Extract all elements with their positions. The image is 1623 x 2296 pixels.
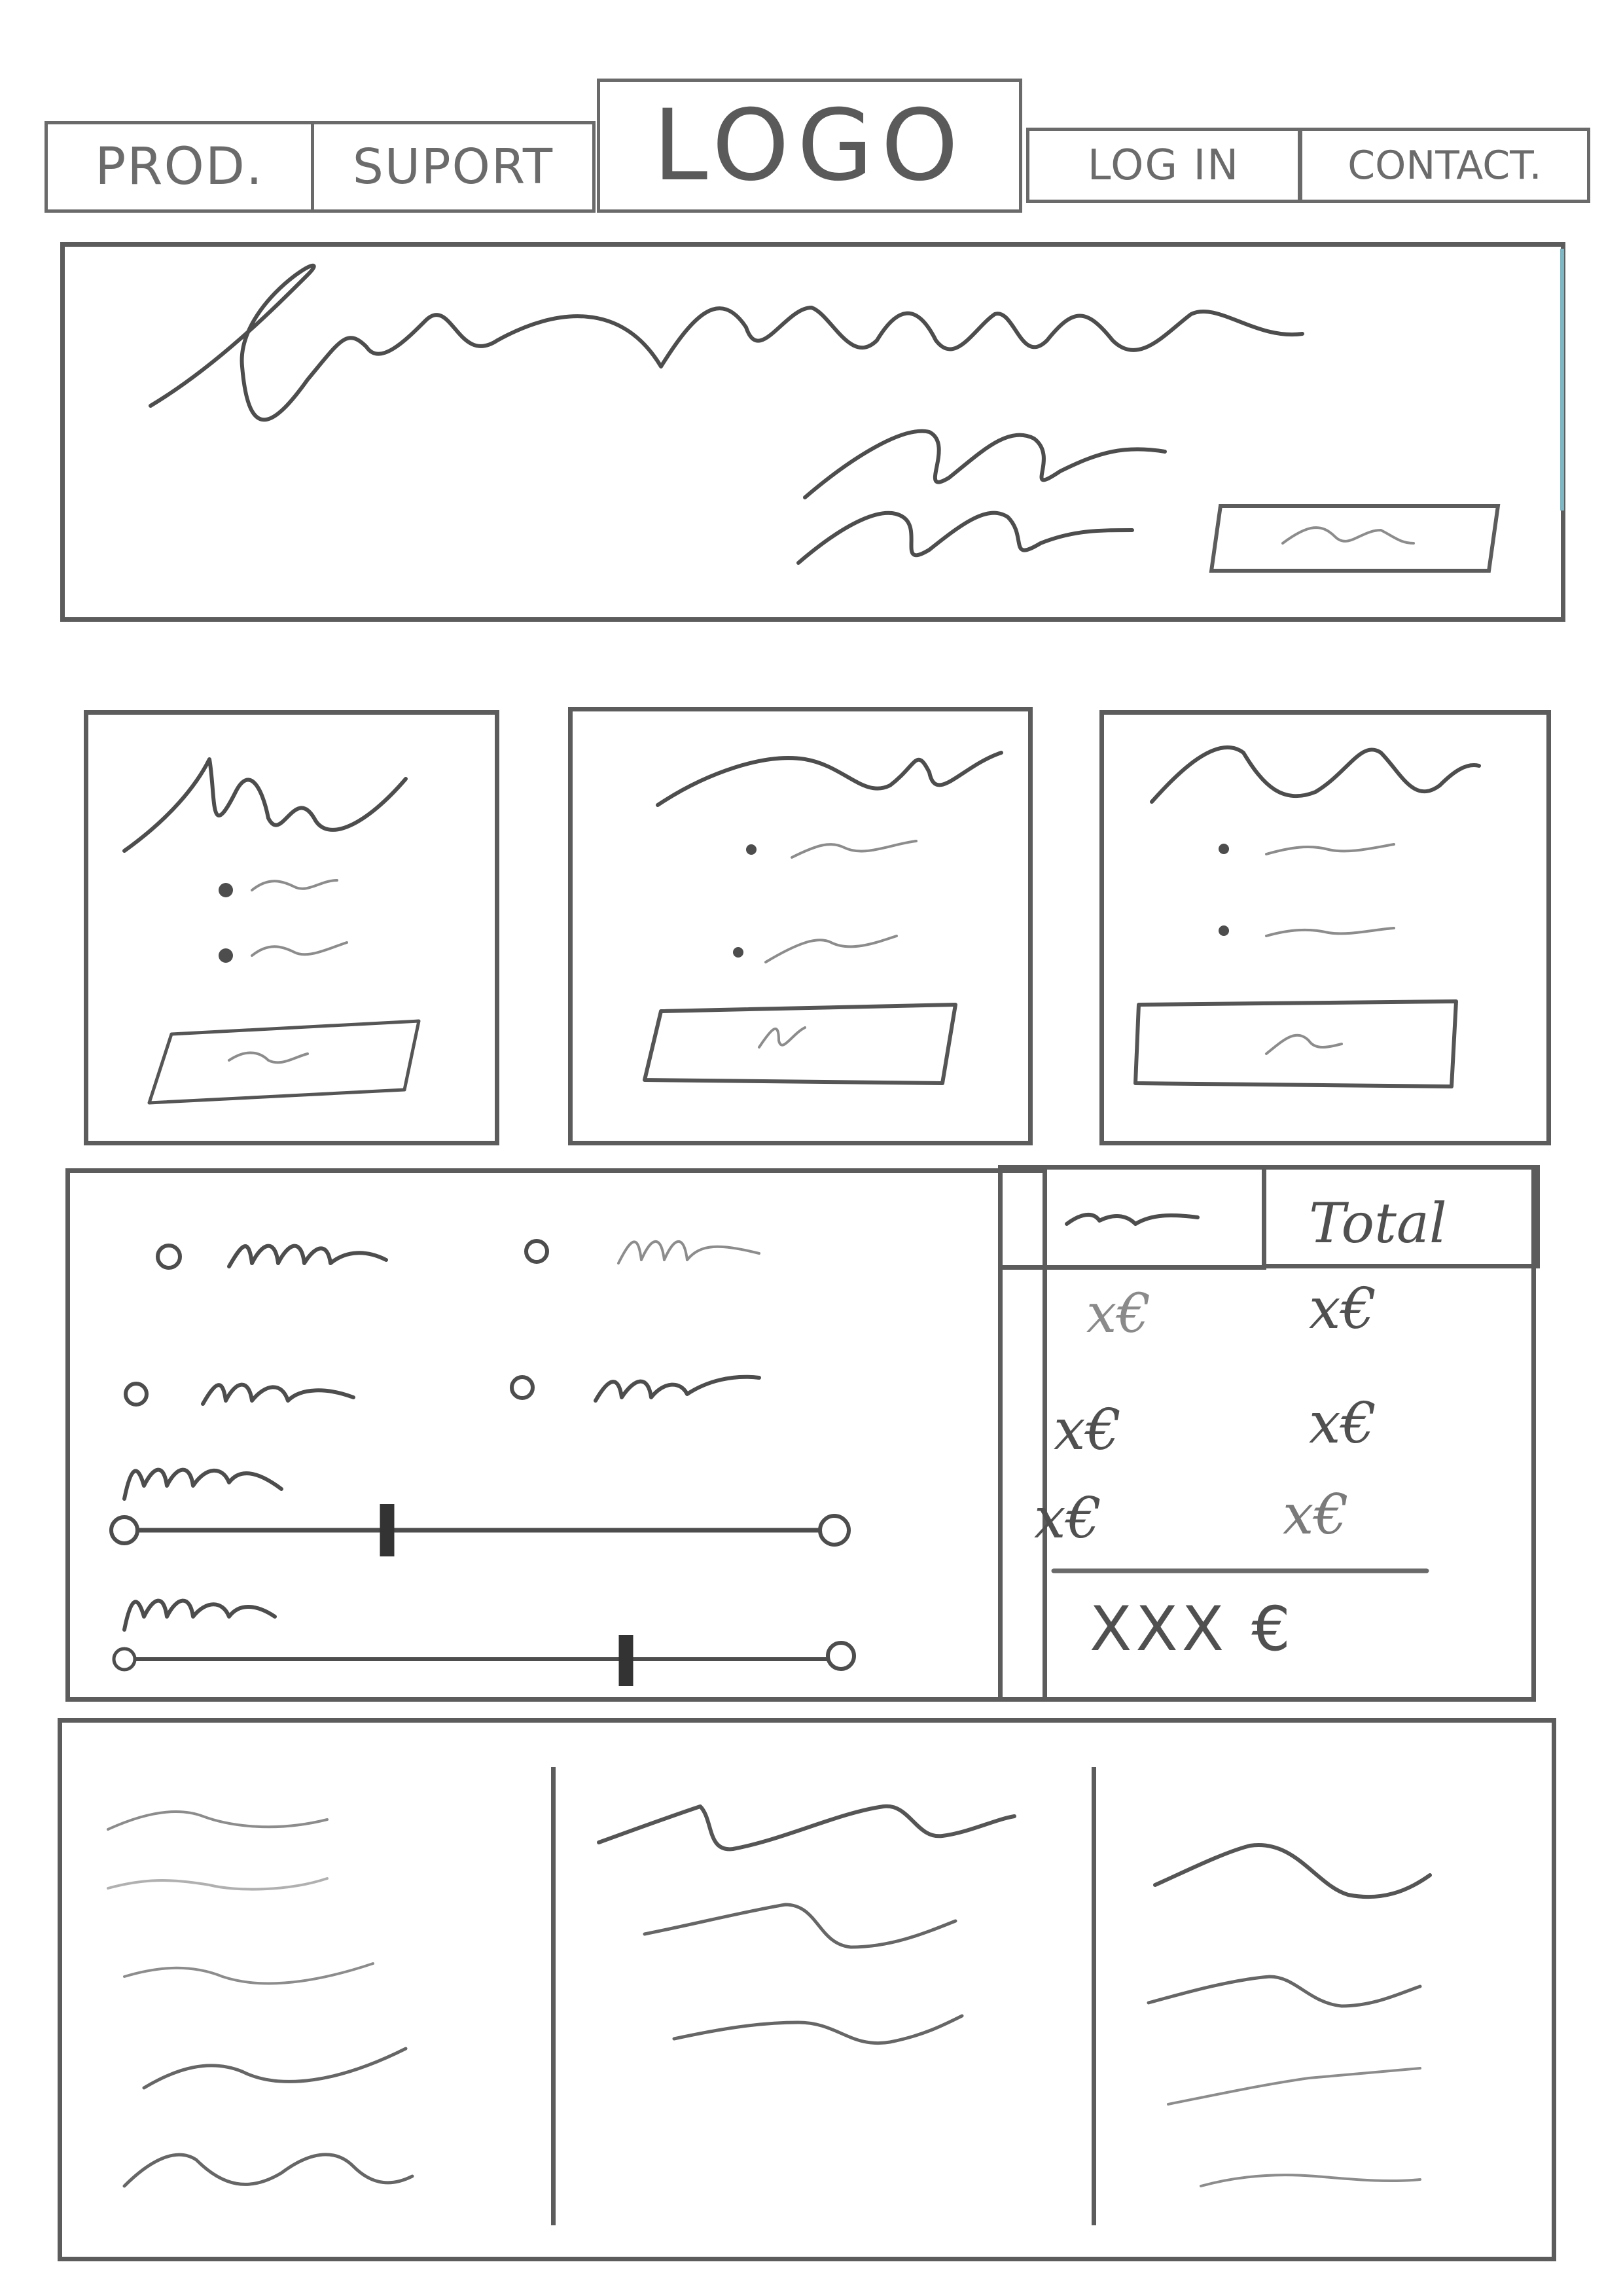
price-table-header-total: Total	[1309, 1191, 1447, 1255]
slider-2-max-end	[826, 1641, 856, 1671]
hero-cta-label-scribble	[1281, 526, 1415, 545]
product-card-1[interactable]	[84, 710, 499, 1145]
product-cards-content	[122, 745, 1481, 1105]
footer	[58, 1718, 1556, 2261]
price-row-3-col-1: x€	[1034, 1486, 1102, 1551]
price-row-2-col-2: x€	[1309, 1391, 1377, 1456]
nav-item-products-label: PROD.	[95, 137, 264, 196]
range-sliders	[109, 1504, 856, 1686]
configurator-options	[122, 1239, 761, 1632]
hero-accent-edge	[1560, 249, 1564, 511]
nav-item-support-label: SUPORT	[352, 139, 554, 195]
configurator-panel	[65, 1168, 1047, 1702]
nav-item-products[interactable]: PROD.	[45, 121, 314, 213]
slider-2[interactable]	[112, 1635, 856, 1686]
price-total-value: XXX €	[1090, 1594, 1294, 1665]
logo[interactable]: LOGO	[597, 79, 1022, 213]
product-card-2[interactable]	[568, 707, 1033, 1145]
nav-item-contact-label: CONTACT.	[1347, 142, 1542, 188]
nav-item-contact[interactable]: CONTACT.	[1299, 128, 1590, 203]
price-table-header-scribble	[1051, 1213, 1429, 1573]
price-row-1-col-1: x€	[1086, 1283, 1151, 1345]
logo-text: LOGO	[652, 88, 967, 203]
footer-divider-2	[1092, 1767, 1096, 2225]
slider-1[interactable]	[109, 1504, 851, 1556]
product-card-3[interactable]	[1099, 710, 1551, 1145]
price-table-header-cell-total	[1262, 1165, 1540, 1268]
nav-item-login-label: LOG IN	[1087, 141, 1240, 190]
radio-option-3[interactable]	[124, 1382, 149, 1407]
hero-headline-scribble	[149, 263, 1304, 565]
slider-2-handle[interactable]	[618, 1635, 633, 1686]
radio-option-2[interactable]	[524, 1239, 549, 1264]
footer-divider-1	[551, 1767, 556, 2225]
price-row-1-col-2: x€	[1309, 1276, 1377, 1342]
price-row-3-col-2: x€	[1283, 1482, 1349, 1547]
nav-item-support[interactable]: SUPORT	[311, 121, 596, 213]
slider-1-min-end	[109, 1515, 139, 1545]
price-row-2-col-1: x€	[1054, 1397, 1122, 1463]
slider-1-max-end	[818, 1514, 851, 1547]
radio-option-4[interactable]	[510, 1375, 535, 1400]
slider-2-min-end	[112, 1647, 137, 1672]
slider-1-handle[interactable]	[380, 1504, 395, 1556]
radio-option-1[interactable]	[156, 1244, 182, 1270]
